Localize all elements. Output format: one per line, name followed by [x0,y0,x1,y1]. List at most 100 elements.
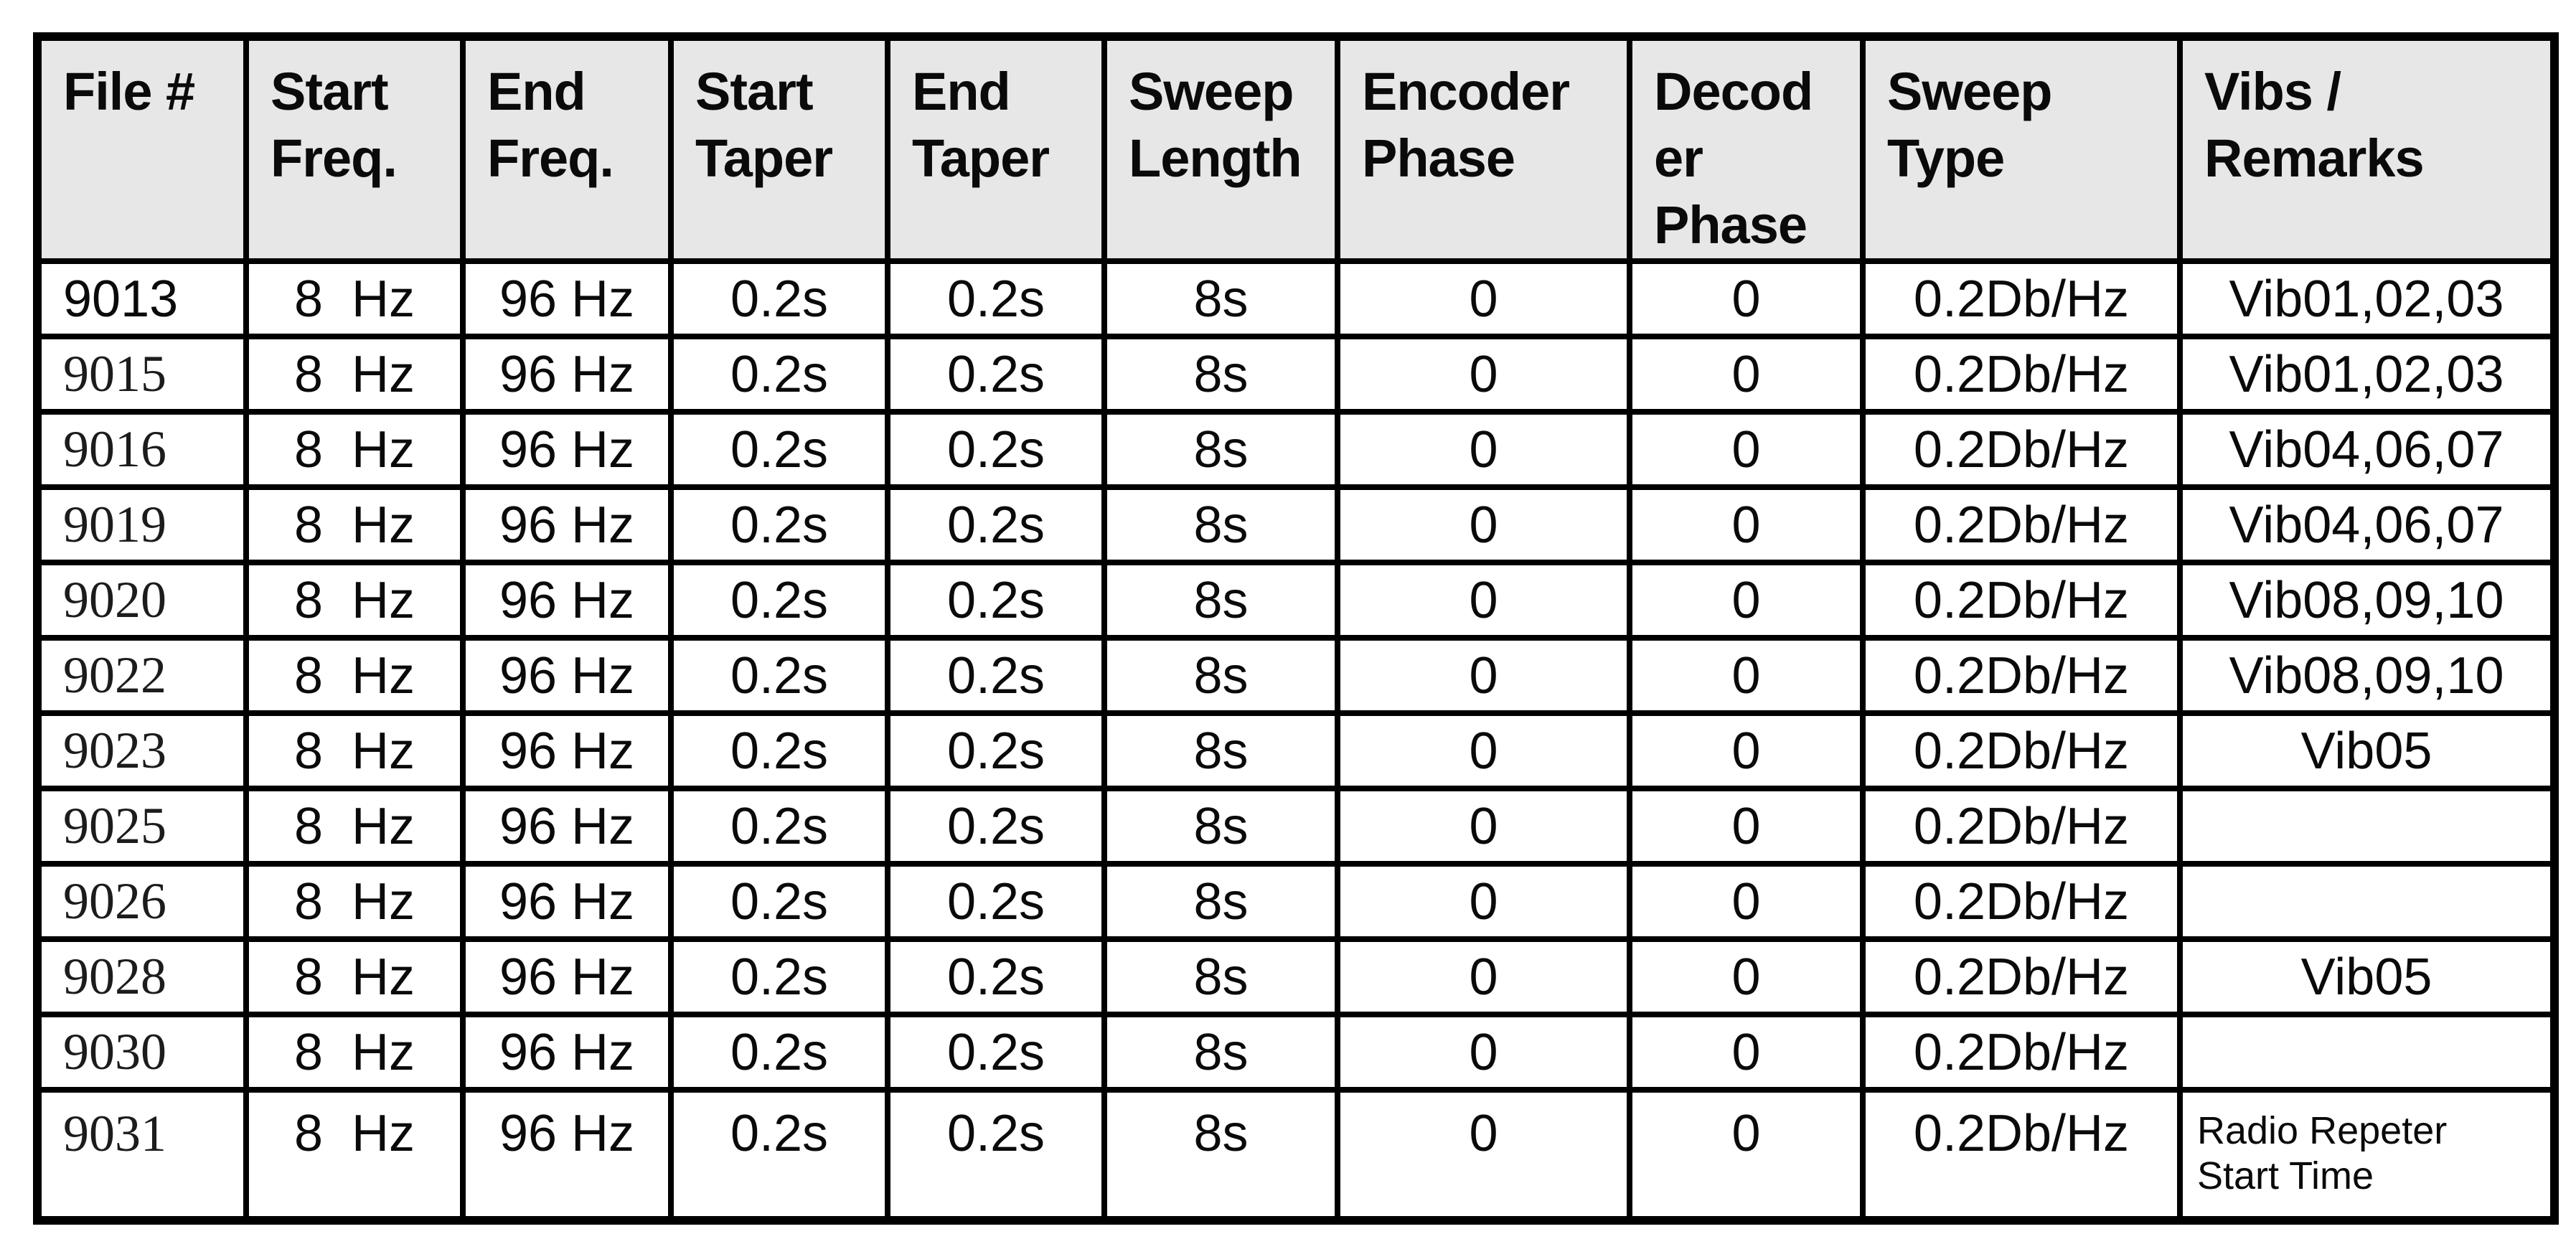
cell-remarks [2177,861,2557,942]
cell-end-freq: 96 Hz [460,710,674,791]
col-header-end-taper: End Taper [885,34,1107,264]
cell-encoder-phase: 0 [1335,786,1632,867]
table-row: 9016 8 Hz 96 Hz 0.2s 0.2s 8s 0 0 0.2Db/Hz Vib04,0… [34,409,2557,490]
col-header-file: File # [34,34,249,264]
cell-end-freq: 96 Hz [460,334,674,415]
cell-start-freq: 8 Hz [243,560,466,641]
cell-end-taper: 0.2s [885,861,1107,942]
cell-start-taper: 0.2s [668,484,890,565]
cell-decoder-phase: 0 [1627,484,1866,565]
cell-sweep-type: 0.2Db/Hz [1860,484,2183,565]
cell-end-freq: 96 Hz [460,861,674,942]
table-row: 9015 8 Hz 96 Hz 0.2s 0.2s 8s 0 0 0.2Db/Hz Vib01,0… [34,334,2557,415]
cell-encoder-phase: 0 [1335,635,1632,716]
cell-start-taper: 0.2s [668,861,890,942]
cell-sweep-length: 8s [1101,786,1340,867]
cell-decoder-phase: 0 [1627,635,1866,716]
table-row: 9020 8 Hz 96 Hz 0.2s 0.2s 8s 0 0 0.2Db/Hz Vib08,0… [34,560,2557,641]
cell-start-freq: 8 Hz [243,936,466,1017]
col-header-start-taper: Start Taper [668,34,890,264]
table-row: 9019 8 Hz 96 Hz 0.2s 0.2s 8s 0 0 0.2Db/Hz Vib04,0… [34,484,2557,565]
cell-file: 9025 [34,786,249,867]
cell-sweep-length: 8s [1101,258,1340,339]
cell-start-freq: 8 Hz [243,710,466,791]
cell-encoder-phase: 0 [1335,334,1632,415]
cell-sweep-type: 0.2Db/Hz [1860,560,2183,641]
cell-end-taper: 0.2s [885,409,1107,490]
cell-remarks: Vib01,02,03 [2177,258,2557,339]
cell-remarks: Vib08,09,10 [2177,560,2557,641]
cell-decoder-phase: 0 [1627,258,1866,339]
cell-end-taper: 0.2s [885,710,1107,791]
cell-sweep-type: 0.2Db/Hz [1860,786,2183,867]
table-row: 9026 8 Hz 96 Hz 0.2s 0.2s 8s 0 0 0.2Db/Hz [34,861,2557,942]
cell-sweep-length: 8s [1101,560,1340,641]
cell-sweep-type: 0.2Db/Hz [1860,635,2183,716]
cell-start-taper: 0.2s [668,635,890,716]
cell-sweep-type: 0.2Db/Hz [1860,409,2183,490]
col-header-start-freq: Start Freq. [243,34,466,264]
cell-sweep-length: 8s [1101,936,1340,1017]
cell-start-taper: 0.2s [668,258,890,339]
cell-end-freq: 96 Hz [460,635,674,716]
cell-remarks: Vib04,06,07 [2177,409,2557,490]
cell-decoder-phase: 0 [1627,786,1866,867]
table-row: 9022 8 Hz 96 Hz 0.2s 0.2s 8s 0 0 0.2Db/Hz Vib08,0… [34,635,2557,716]
cell-sweep-length: 8s [1101,334,1340,415]
cell-end-freq: 96 Hz [460,1012,674,1093]
cell-sweep-length: 8s [1101,484,1340,565]
cell-encoder-phase: 0 [1335,409,1632,490]
cell-encoder-phase: 0 [1335,560,1632,641]
cell-end-freq: 96 Hz [460,936,674,1017]
cell-start-taper: 0.2s [668,936,890,1017]
cell-remarks: Vib01,02,03 [2177,334,2557,415]
cell-file: 9031 [34,1087,249,1223]
table-row: 9030 8 Hz 96 Hz 0.2s 0.2s 8s 0 0 0.2Db/Hz [34,1012,2557,1093]
cell-sweep-length: 8s [1101,1087,1340,1223]
cell-file: 9019 [34,484,249,565]
cell-file: 9028 [34,936,249,1017]
cell-encoder-phase: 0 [1335,861,1632,942]
cell-file: 9030 [34,1012,249,1093]
cell-encoder-phase: 0 [1335,258,1632,339]
cell-sweep-type: 0.2Db/Hz [1860,861,2183,942]
cell-end-taper: 0.2s [885,1087,1107,1223]
table-body: 9013 8 Hz 96 Hz 0.2s 0.2s 8s 0 0 0.2Db/Hz Vib01,0… [34,258,2557,1223]
cell-decoder-phase: 0 [1627,861,1866,942]
cell-end-taper: 0.2s [885,936,1107,1017]
cell-start-freq: 8 Hz [243,258,466,339]
header-row: File # Start Freq. End Freq. Start Taper… [34,34,2557,264]
cell-end-taper: 0.2s [885,1012,1107,1093]
col-header-vibs-remarks: Vibs / Remarks [2177,34,2557,264]
cell-start-taper: 0.2s [668,1012,890,1093]
cell-sweep-length: 8s [1101,710,1340,791]
cell-end-freq: 96 Hz [460,786,674,867]
cell-start-freq: 8 Hz [243,484,466,565]
cell-decoder-phase: 0 [1627,710,1866,791]
cell-start-taper: 0.2s [668,334,890,415]
cell-start-freq: 8 Hz [243,409,466,490]
cell-encoder-phase: 0 [1335,484,1632,565]
cell-start-freq: 8 Hz [243,334,466,415]
table-row: 9013 8 Hz 96 Hz 0.2s 0.2s 8s 0 0 0.2Db/Hz Vib01,0… [34,258,2557,339]
cell-remarks: Vib05 [2177,710,2557,791]
cell-start-freq: 8 Hz [243,786,466,867]
col-header-end-freq: End Freq. [460,34,674,264]
cell-sweep-type: 0.2Db/Hz [1860,258,2183,339]
cell-sweep-type: 0.2Db/Hz [1860,334,2183,415]
table-row: 9025 8 Hz 96 Hz 0.2s 0.2s 8s 0 0 0.2Db/Hz [34,786,2557,867]
cell-sweep-length: 8s [1101,861,1340,942]
cell-end-taper: 0.2s [885,560,1107,641]
col-header-decoder-phase: Decod er Phase [1627,34,1866,264]
cell-start-taper: 0.2s [668,1087,890,1223]
cell-end-taper: 0.2s [885,258,1107,339]
cell-remarks: Vib04,06,07 [2177,484,2557,565]
cell-start-taper: 0.2s [668,710,890,791]
cell-encoder-phase: 0 [1335,936,1632,1017]
cell-sweep-type: 0.2Db/Hz [1860,1087,2183,1223]
cell-encoder-phase: 0 [1335,1087,1632,1223]
cell-encoder-phase: 0 [1335,1012,1632,1093]
cell-sweep-length: 8s [1101,635,1340,716]
cell-end-freq: 96 Hz [460,484,674,565]
cell-file: 9020 [34,560,249,641]
